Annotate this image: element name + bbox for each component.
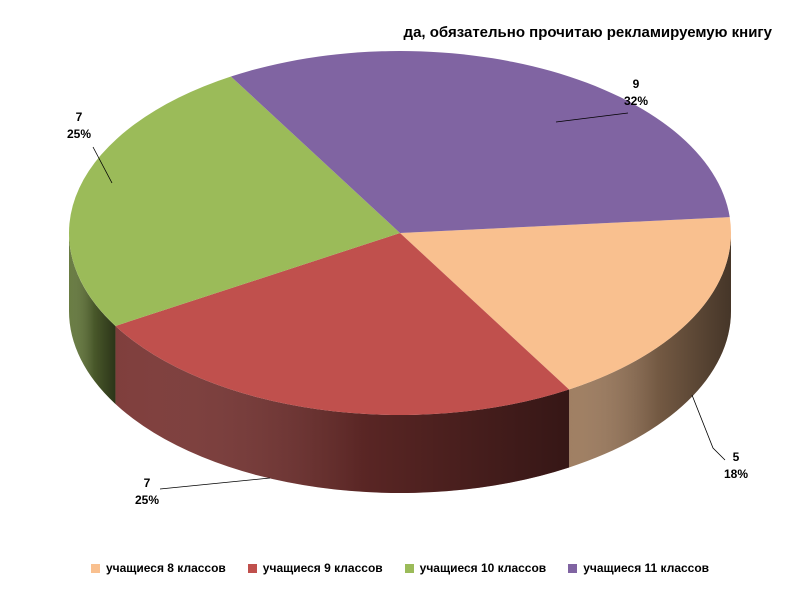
chart-title: да, обязательно прочитаю рекламируемую к… <box>403 24 772 41</box>
legend-swatch <box>568 563 578 573</box>
pie-slice-0 <box>400 217 731 390</box>
legend-swatch <box>247 563 257 573</box>
data-label-value-0: 5 <box>733 450 740 464</box>
data-label-value-1: 7 <box>144 476 151 490</box>
pie-tops <box>68 51 731 416</box>
data-label-percent-2: 25% <box>67 127 91 141</box>
data-label-value-3: 9 <box>633 77 640 91</box>
data-label-percent-0: 18% <box>724 467 748 481</box>
pie-side-shade-2 <box>69 233 116 404</box>
data-label-value-2: 7 <box>76 110 83 124</box>
data-label-percent-3: 32% <box>624 94 648 108</box>
legend-item-10: учащиеся 10 классов <box>404 561 547 575</box>
pie-side-shade-1 <box>115 325 570 494</box>
legend-item-8: учащиеся 8 классов <box>90 561 226 575</box>
leader-line-2 <box>92 146 113 184</box>
leader-line-3 <box>555 112 629 123</box>
leader-line-1 <box>159 477 271 490</box>
legend: учащиеся 8 классов учащиеся 9 классов уч… <box>0 561 800 575</box>
leader-line-0 <box>691 394 726 461</box>
pie-slice-1 <box>115 233 570 416</box>
legend-swatch <box>404 563 414 573</box>
data-label-percent-1: 25% <box>135 493 159 507</box>
legend-label: учащиеся 9 классов <box>262 561 383 575</box>
pie-sides <box>69 233 731 494</box>
leader-lines <box>92 112 726 490</box>
pie-slice-3 <box>230 51 730 233</box>
legend-label: учащиеся 10 классов <box>419 561 547 575</box>
pie-slice-2 <box>68 76 400 326</box>
legend-label: учащиеся 8 классов <box>105 561 226 575</box>
legend-item-9: учащиеся 9 классов <box>247 561 383 575</box>
data-labels: 5 18% 7 25% 7 25% 9 32% <box>67 77 748 507</box>
legend-swatch <box>90 563 100 573</box>
legend-item-11: учащиеся 11 классов <box>568 561 709 575</box>
legend-label: учащиеся 11 классов <box>583 561 710 575</box>
pie-side-shade-0 <box>569 233 731 468</box>
